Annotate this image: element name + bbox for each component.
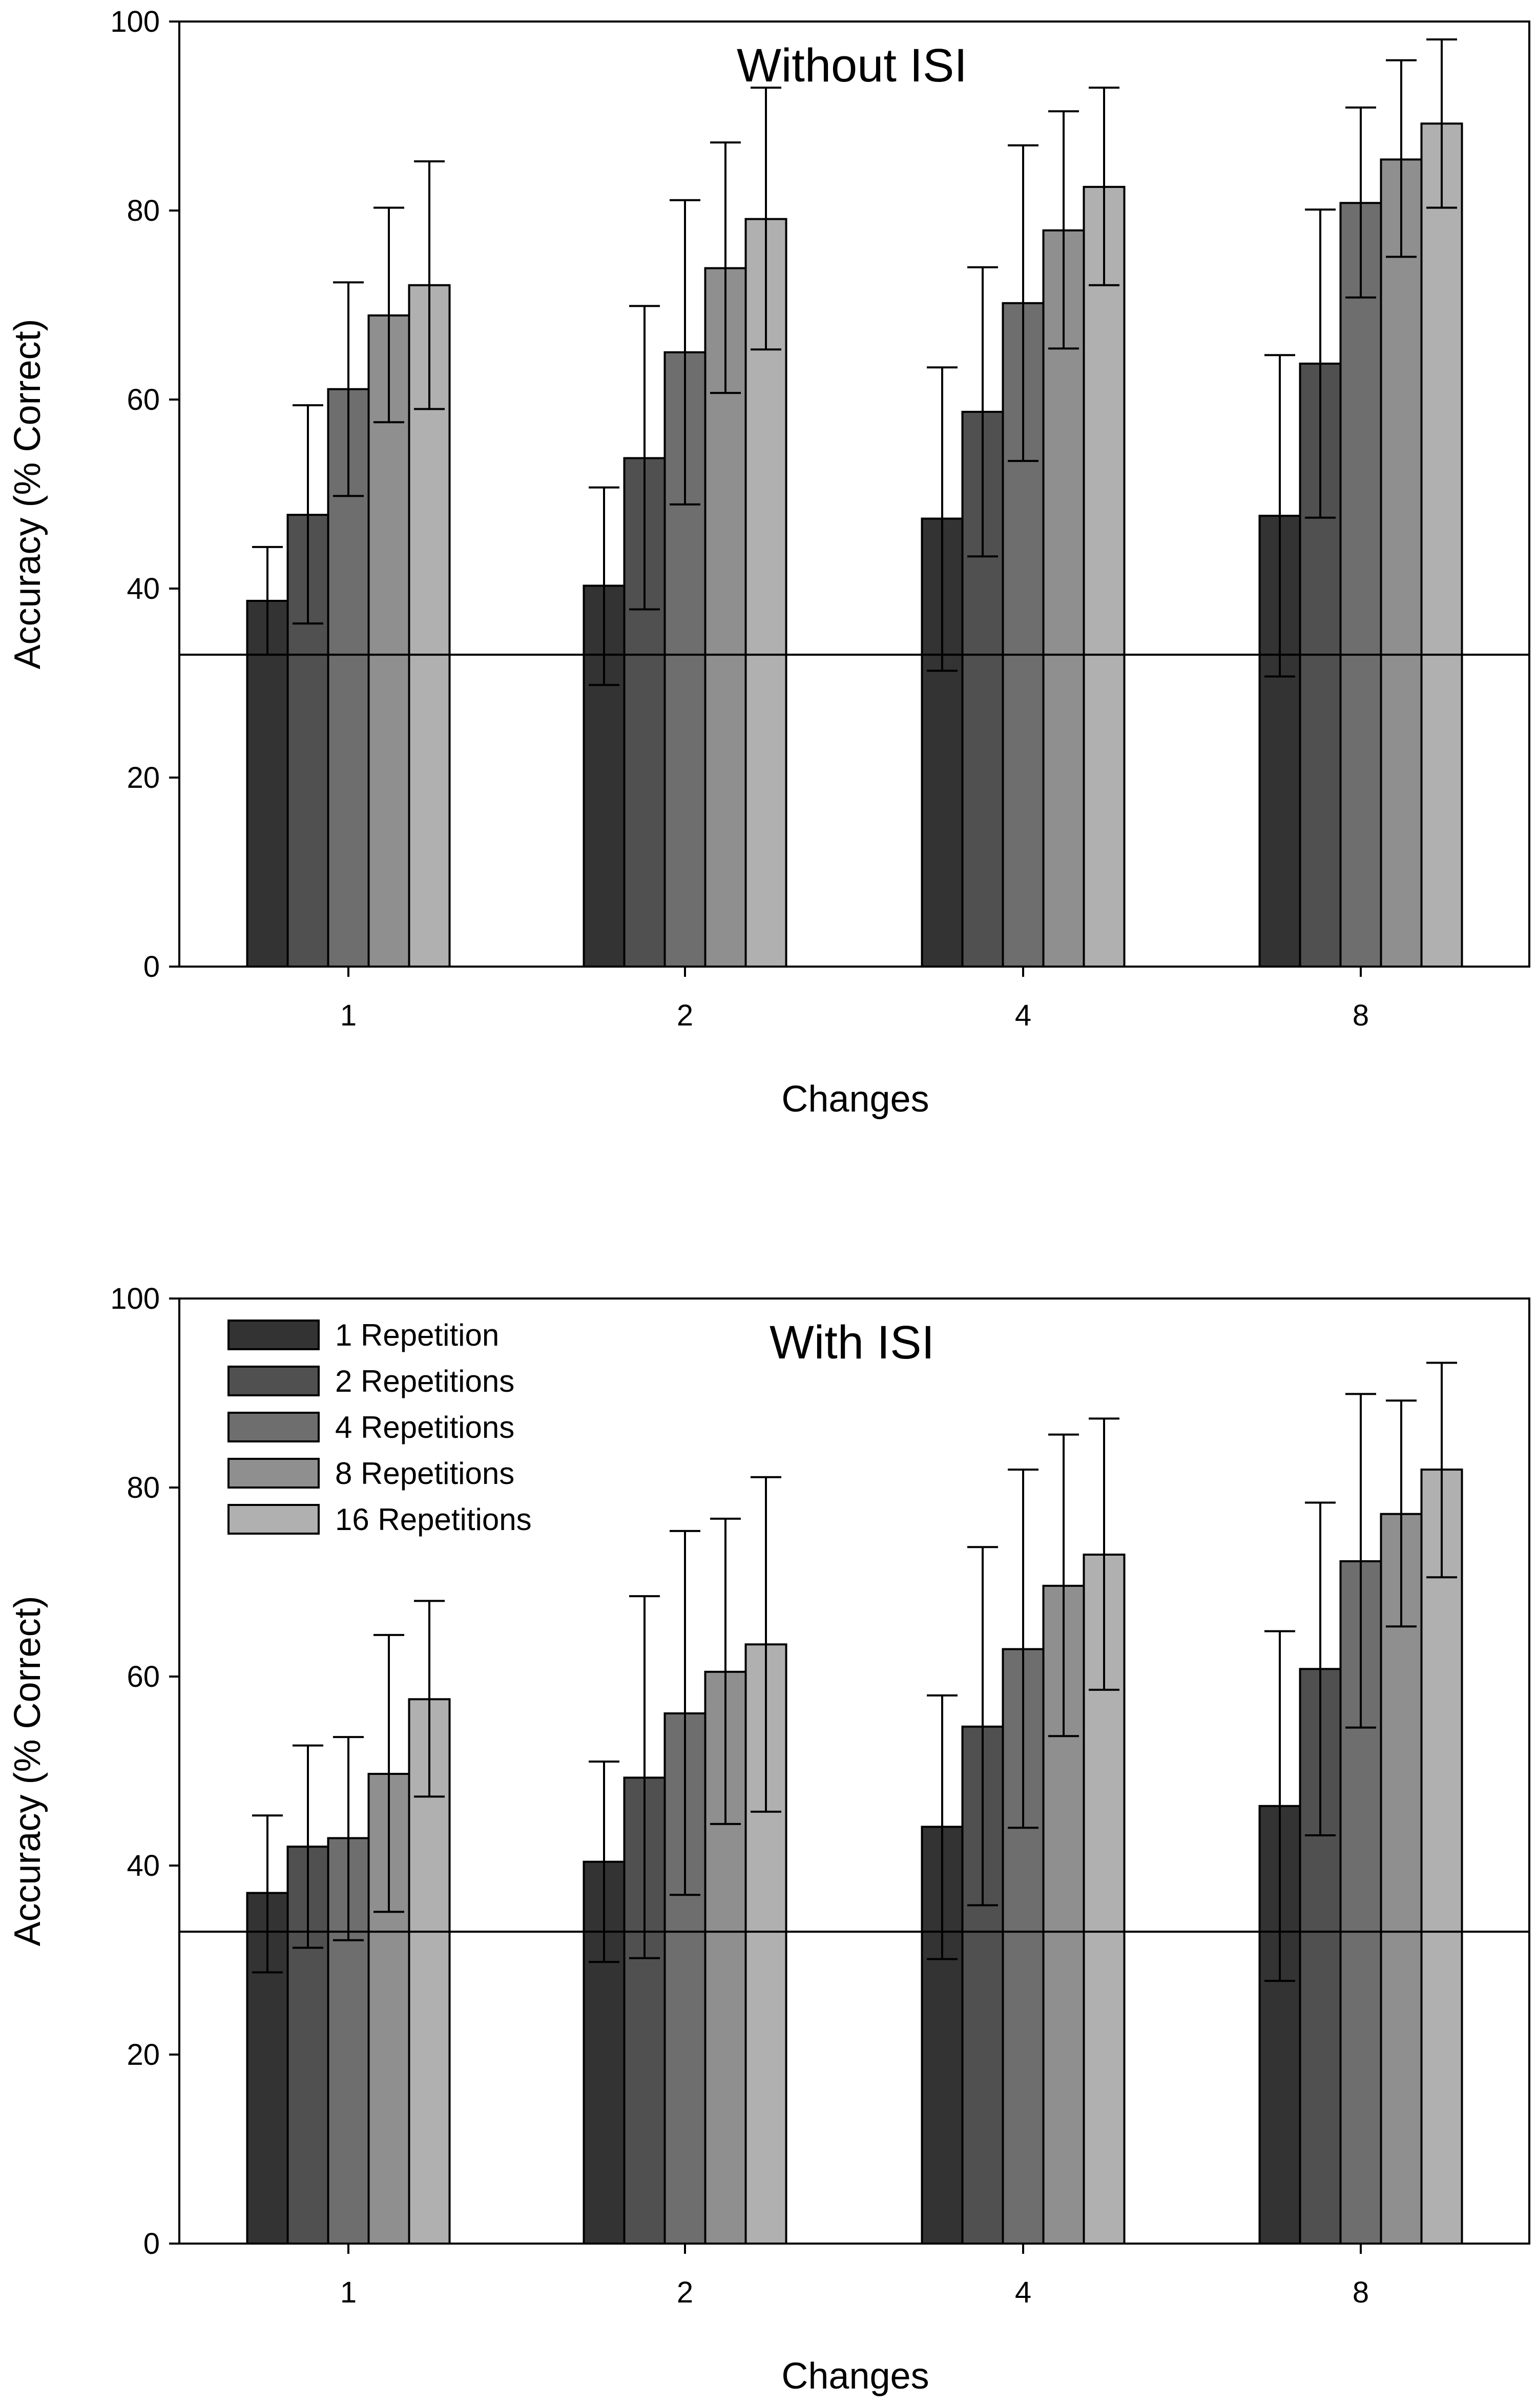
legend-label-3: 4 Repetitions xyxy=(335,1410,514,1444)
bar-3-cat-8 xyxy=(1339,202,1382,968)
panel-title: Without ISI xyxy=(737,39,967,92)
legend-swatch-2 xyxy=(227,1366,320,1396)
y-tick-label: 20 xyxy=(127,761,160,794)
legend-label-5: 16 Repetitions xyxy=(335,1502,532,1537)
y-axis-title: Accuracy (% Correct) xyxy=(7,319,48,669)
x-axis-title: Changes xyxy=(781,1079,929,1120)
plot-frame xyxy=(178,1297,1530,2245)
plot-frame xyxy=(178,20,1530,968)
chart-panel-1: 0 20 40 60 80 100 1 2 4 8 Changes Accuracy (% Corre… xyxy=(7,5,1530,1120)
y-tick-label: 60 xyxy=(127,383,160,416)
chart-panel-2: 0 20 40 60 80 100 1 2 4 8 Changes Accuracy (% Corre… xyxy=(7,1282,1530,2397)
bar-1-cat-1 xyxy=(246,599,289,968)
y-tick-label: 100 xyxy=(110,5,160,38)
y-tick-label: 40 xyxy=(127,572,160,605)
legend: 1 Repetition 2 Repetitions 4 Repetitions 8 … xyxy=(227,1318,532,1537)
x-tick-label: 1 xyxy=(340,2276,357,2309)
bar-5-cat-8 xyxy=(1420,1468,1463,2245)
y-axis-title: Accuracy (% Correct) xyxy=(7,1596,48,1946)
panel-title: With ISI xyxy=(770,1316,934,1369)
legend-swatch-4 xyxy=(227,1458,320,1489)
x-tick-label: 1 xyxy=(340,999,357,1032)
legend-swatch-3 xyxy=(227,1412,320,1442)
legend-swatch-5 xyxy=(227,1504,320,1535)
y-tick-label: 60 xyxy=(127,1660,160,1693)
bar-5-cat-4 xyxy=(1083,185,1126,968)
y-tick-label: 0 xyxy=(143,2227,160,2260)
x-tick-label: 4 xyxy=(1015,2276,1031,2309)
x-tick-label: 2 xyxy=(677,2276,693,2309)
bar-5-cat-8 xyxy=(1420,122,1463,968)
x-tick-label: 2 xyxy=(677,999,693,1032)
y-tick-label: 80 xyxy=(127,1471,160,1504)
legend-label-4: 8 Repetitions xyxy=(335,1456,514,1491)
y-tick-label: 100 xyxy=(110,1282,160,1315)
x-tick-label: 4 xyxy=(1015,999,1031,1032)
legend-label-1: 1 Repetition xyxy=(335,1318,499,1352)
y-tick-label: 80 xyxy=(127,194,160,227)
y-tick-label: 40 xyxy=(127,1849,160,1882)
y-tick-label: 20 xyxy=(127,2038,160,2071)
bar-4-cat-8 xyxy=(1380,158,1423,968)
x-axis-title: Changes xyxy=(781,2356,929,2397)
x-tick-label: 8 xyxy=(1353,2276,1369,2309)
y-tick-label: 0 xyxy=(143,950,160,983)
x-tick-label: 8 xyxy=(1353,999,1369,1032)
legend-swatch-1 xyxy=(227,1320,320,1350)
legend-label-2: 2 Repetitions xyxy=(335,1364,514,1398)
